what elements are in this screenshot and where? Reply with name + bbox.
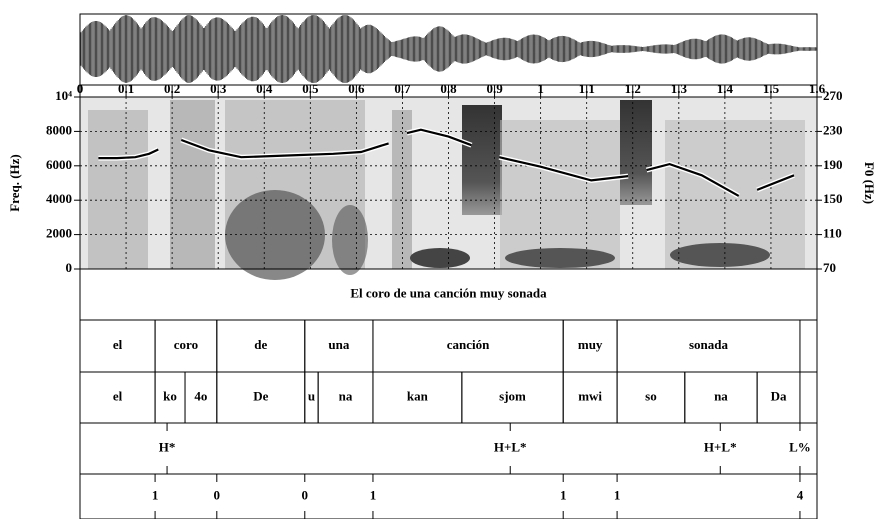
y2-axis-title: F0 (Hz): [862, 162, 877, 204]
y2-tick-label: 110: [823, 226, 842, 241]
interval-label: na: [714, 388, 728, 403]
interval-label: el: [113, 337, 123, 352]
y-axis-title: Freq. (Hz): [7, 154, 22, 212]
point-label: H*: [159, 439, 176, 454]
interval-label: sonada: [689, 337, 729, 352]
point-label: 1: [370, 487, 377, 502]
point-label: 1: [152, 487, 159, 502]
y2-tick-label: 270: [823, 88, 843, 103]
interval-label: mwi: [578, 388, 602, 403]
interval-label: ko: [163, 388, 177, 403]
interval-label: 4o: [194, 388, 207, 403]
point-label: H+L*: [494, 439, 527, 454]
interval-label: sjom: [499, 388, 526, 403]
interval-label: una: [328, 337, 349, 352]
y-tick-label: 0: [66, 260, 73, 275]
y2-tick-label: 70: [823, 260, 836, 275]
interval-label: El coro de una canción muy sonada: [350, 285, 547, 300]
praat-figure: Freq. (Hz) F0 (Hz) 00.10.20.30.40.50.60.…: [0, 0, 883, 519]
point-label: 4: [797, 487, 804, 502]
point-label: 0: [302, 487, 309, 502]
point-label: H+L*: [704, 439, 737, 454]
interval-label: el: [113, 388, 123, 403]
y-tick-label: 2000: [46, 226, 72, 241]
point-label: 1: [614, 487, 621, 502]
interval-label: coro: [174, 337, 198, 352]
interval-label: na: [339, 388, 353, 403]
interval-label: canción: [447, 337, 490, 352]
y-tick-label: 8000: [46, 122, 72, 137]
interval-label: Da: [771, 388, 787, 403]
interval-label: so: [645, 388, 657, 403]
y2-tick-label: 190: [823, 157, 843, 172]
interval-label: muy: [578, 337, 603, 352]
point-label: L%: [789, 439, 811, 454]
interval-label: De: [253, 388, 268, 403]
point-label: 0: [214, 487, 221, 502]
interval-label: u: [308, 388, 315, 403]
y-tick-label: 4000: [46, 191, 72, 206]
y2-tick-label: 230: [823, 122, 843, 137]
y-tick-label: 10⁴: [55, 88, 72, 103]
waveform: [81, 15, 817, 83]
interval-label: de: [254, 337, 267, 352]
interval-label: kan: [407, 388, 429, 403]
point-label: 1: [560, 487, 567, 502]
y-tick-label: 6000: [46, 157, 72, 172]
y2-tick-label: 150: [823, 191, 843, 206]
